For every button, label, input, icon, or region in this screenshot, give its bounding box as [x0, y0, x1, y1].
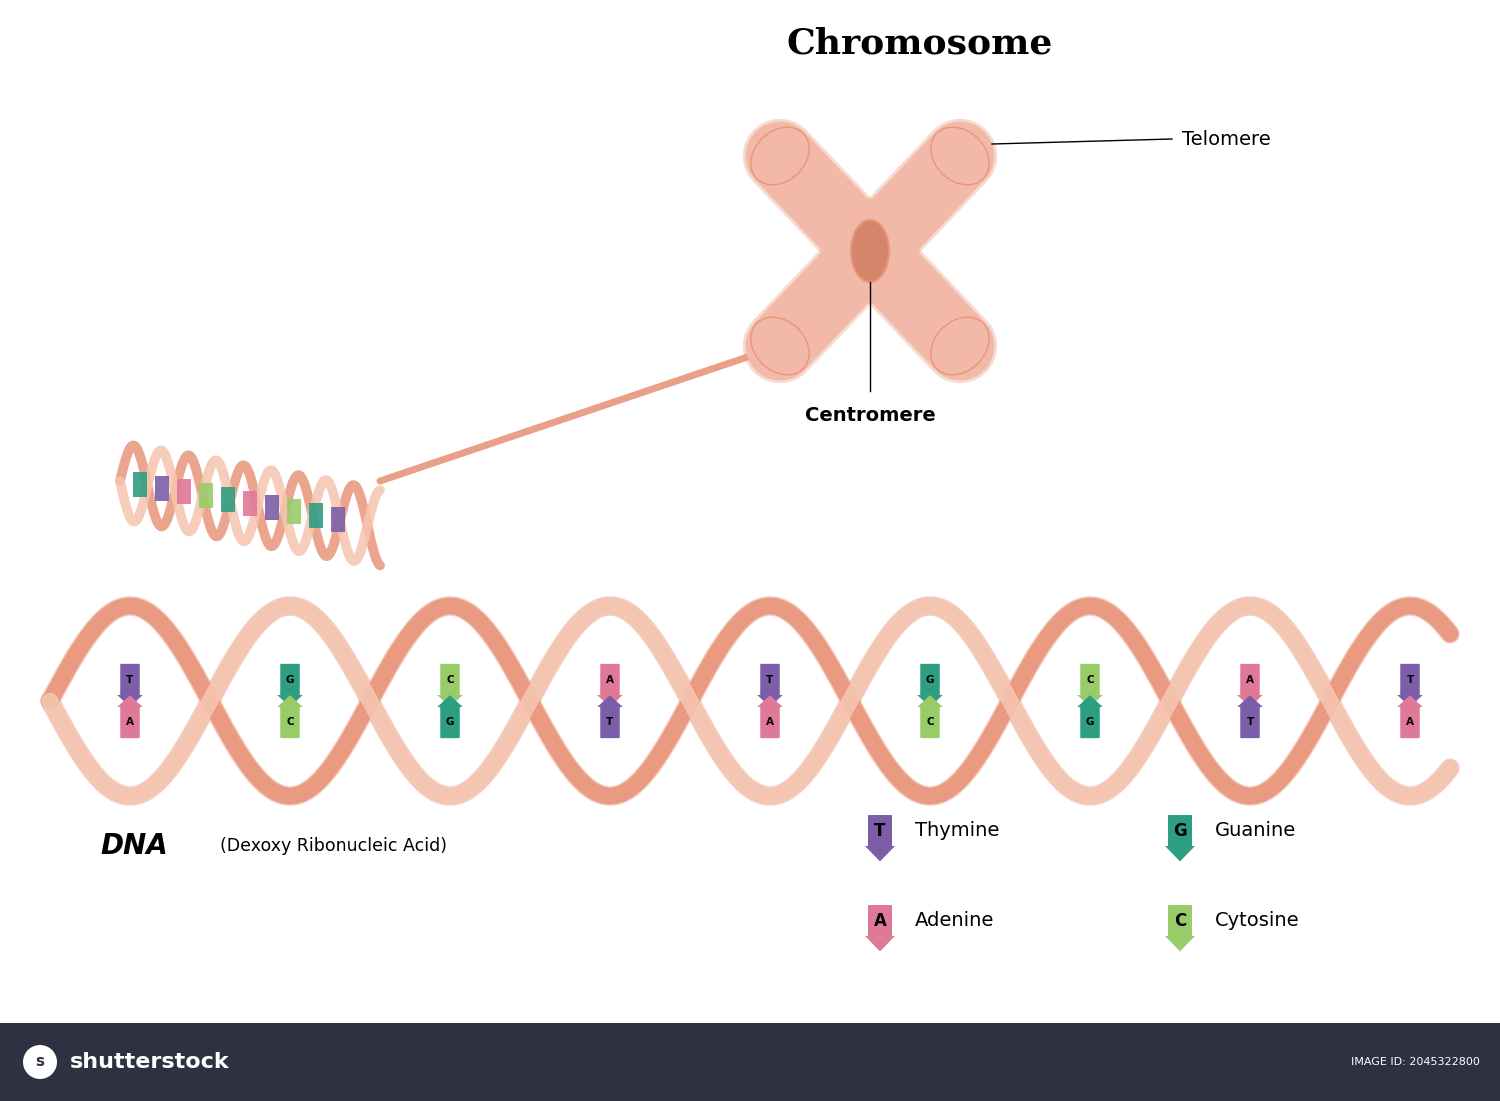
Text: G: G — [926, 675, 934, 685]
FancyBboxPatch shape — [600, 664, 619, 696]
Text: T: T — [1407, 675, 1413, 685]
Bar — [154, 476, 170, 501]
Text: DNA: DNA — [100, 832, 168, 860]
Text: IMAGE ID: 2045322800: IMAGE ID: 2045322800 — [1352, 1057, 1480, 1067]
Polygon shape — [918, 695, 942, 707]
Polygon shape — [436, 695, 463, 707]
Polygon shape — [865, 846, 895, 861]
Text: C: C — [446, 675, 454, 685]
Text: G: G — [446, 717, 454, 727]
FancyBboxPatch shape — [280, 664, 300, 696]
Bar — [309, 503, 322, 528]
Text: C: C — [926, 717, 934, 727]
Bar — [220, 488, 236, 512]
Text: T: T — [606, 717, 613, 727]
Polygon shape — [597, 695, 622, 707]
FancyBboxPatch shape — [441, 706, 459, 738]
Bar — [134, 471, 147, 497]
Text: Thymine: Thymine — [915, 821, 999, 840]
FancyBboxPatch shape — [1080, 706, 1100, 738]
Polygon shape — [278, 695, 303, 707]
FancyBboxPatch shape — [1401, 664, 1420, 696]
FancyBboxPatch shape — [280, 706, 300, 738]
Text: A: A — [766, 717, 774, 727]
Polygon shape — [1238, 695, 1263, 707]
FancyBboxPatch shape — [760, 664, 780, 696]
Text: C: C — [1174, 912, 1186, 930]
FancyBboxPatch shape — [600, 706, 619, 738]
Polygon shape — [1166, 846, 1196, 861]
FancyBboxPatch shape — [920, 664, 939, 696]
FancyBboxPatch shape — [760, 706, 780, 738]
Bar — [243, 491, 256, 516]
Bar — [177, 480, 190, 504]
Bar — [0, 1023, 1500, 1101]
Text: A: A — [606, 675, 613, 685]
FancyBboxPatch shape — [920, 706, 939, 738]
Text: C: C — [1086, 675, 1094, 685]
Ellipse shape — [932, 317, 988, 374]
Text: shutterstock: shutterstock — [70, 1051, 230, 1072]
Text: G: G — [286, 675, 294, 685]
Text: (Dexoxy Ribonucleic Acid): (Dexoxy Ribonucleic Acid) — [220, 837, 447, 855]
Polygon shape — [597, 695, 622, 707]
FancyBboxPatch shape — [1240, 706, 1260, 738]
Bar — [286, 500, 302, 524]
Text: Centromere: Centromere — [804, 406, 936, 425]
Text: Guanine: Guanine — [1215, 821, 1296, 840]
Ellipse shape — [752, 128, 808, 185]
FancyBboxPatch shape — [1168, 815, 1192, 847]
Polygon shape — [436, 695, 463, 707]
FancyBboxPatch shape — [868, 905, 892, 937]
Bar — [200, 483, 213, 509]
Bar — [266, 495, 279, 521]
Ellipse shape — [752, 317, 808, 374]
Polygon shape — [117, 695, 142, 707]
Polygon shape — [1077, 695, 1102, 707]
Text: C: C — [286, 717, 294, 727]
FancyBboxPatch shape — [120, 706, 140, 738]
Text: A: A — [126, 717, 134, 727]
Polygon shape — [1238, 695, 1263, 707]
Polygon shape — [758, 695, 783, 707]
Ellipse shape — [850, 220, 889, 282]
Text: T: T — [874, 822, 885, 840]
FancyBboxPatch shape — [1080, 664, 1100, 696]
FancyBboxPatch shape — [441, 664, 459, 696]
Text: T: T — [766, 675, 774, 685]
Text: s: s — [36, 1055, 45, 1069]
FancyBboxPatch shape — [120, 664, 140, 696]
FancyBboxPatch shape — [1168, 905, 1192, 937]
Polygon shape — [1398, 695, 1422, 707]
Text: Adenine: Adenine — [915, 912, 995, 930]
Ellipse shape — [932, 128, 988, 185]
Polygon shape — [278, 695, 303, 707]
Text: Chromosome: Chromosome — [788, 26, 1053, 59]
Text: T: T — [1246, 717, 1254, 727]
Polygon shape — [865, 936, 895, 951]
Bar — [332, 508, 345, 532]
Text: A: A — [1246, 675, 1254, 685]
Polygon shape — [1166, 936, 1196, 951]
FancyBboxPatch shape — [868, 815, 892, 847]
Text: G: G — [1173, 822, 1186, 840]
Circle shape — [22, 1045, 57, 1079]
Text: Cytosine: Cytosine — [1215, 912, 1299, 930]
FancyBboxPatch shape — [1240, 664, 1260, 696]
Text: A: A — [1406, 717, 1414, 727]
Polygon shape — [1398, 695, 1422, 707]
Text: Telomere: Telomere — [1182, 130, 1270, 149]
Polygon shape — [758, 695, 783, 707]
Text: T: T — [126, 675, 134, 685]
Polygon shape — [1077, 695, 1102, 707]
Text: A: A — [873, 912, 886, 930]
Text: G: G — [1086, 717, 1095, 727]
Polygon shape — [918, 695, 942, 707]
Polygon shape — [117, 695, 142, 707]
FancyBboxPatch shape — [1401, 706, 1420, 738]
